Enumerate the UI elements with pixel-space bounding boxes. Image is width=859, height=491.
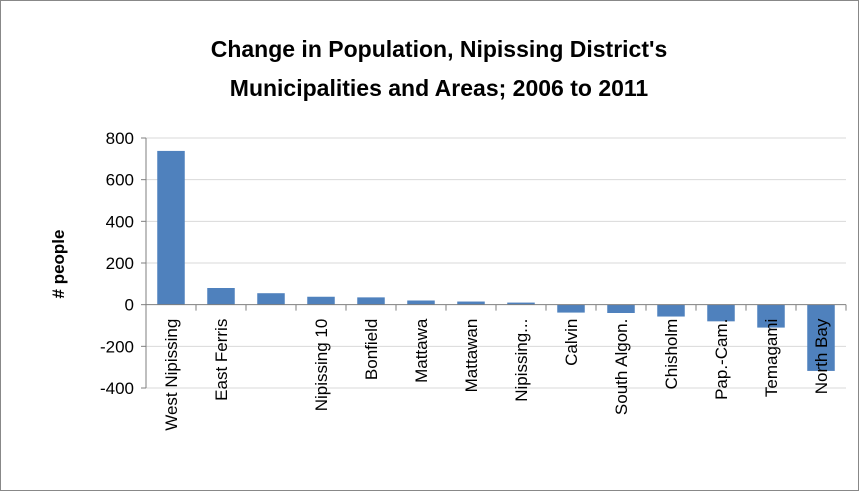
y-axis-label: # people	[49, 230, 68, 299]
bar	[407, 300, 435, 305]
category-label: Nipissing...	[512, 319, 531, 402]
category-label: Mattawan	[462, 319, 481, 393]
bars	[157, 150, 835, 371]
bar	[557, 304, 585, 313]
y-tick-label: -400	[100, 379, 134, 398]
category-label: Nipissing 10	[312, 319, 331, 412]
category-label: Calvin	[562, 319, 581, 366]
category-label: East Ferris	[212, 319, 231, 401]
category-label: West Nipissing	[162, 319, 181, 431]
bar	[207, 288, 235, 305]
gridlines	[146, 137, 846, 389]
category-label: Chisholm	[662, 319, 681, 390]
bar	[807, 304, 835, 371]
category-label: South Algon.	[612, 319, 631, 415]
bar	[307, 296, 335, 305]
bar	[157, 150, 185, 305]
bar	[457, 301, 485, 305]
category-label: Bonfield	[362, 319, 381, 380]
bar	[507, 302, 535, 305]
chart-title-line-1: Change in Population, Nipissing District…	[211, 36, 668, 62]
y-tick-label: 800	[106, 129, 134, 148]
y-tick-labels: 800 600 400 200 0 -200 -400	[100, 129, 134, 398]
bar	[357, 297, 385, 305]
y-tick-label: 400	[106, 212, 134, 231]
category-label: Temagami	[762, 319, 781, 397]
y-tick-label: 200	[106, 254, 134, 273]
y-tick-label: 0	[125, 296, 134, 315]
chart-title-line-2: Municipalities and Areas; 2006 to 2011	[230, 75, 649, 101]
category-labels: West Nipissing East Ferris Nipissing 10 Bon…	[162, 318, 831, 431]
bar	[707, 304, 735, 322]
bar	[257, 293, 285, 305]
category-label: Mattawa	[412, 318, 431, 383]
bar	[657, 304, 685, 317]
y-tick-label: -200	[100, 337, 134, 356]
category-label: Pap.-Cam.	[712, 319, 731, 400]
bar	[757, 304, 785, 328]
y-tick-label: 600	[106, 171, 134, 190]
axes	[141, 137, 847, 389]
bar	[607, 304, 635, 313]
category-label: North Bay	[812, 318, 831, 394]
